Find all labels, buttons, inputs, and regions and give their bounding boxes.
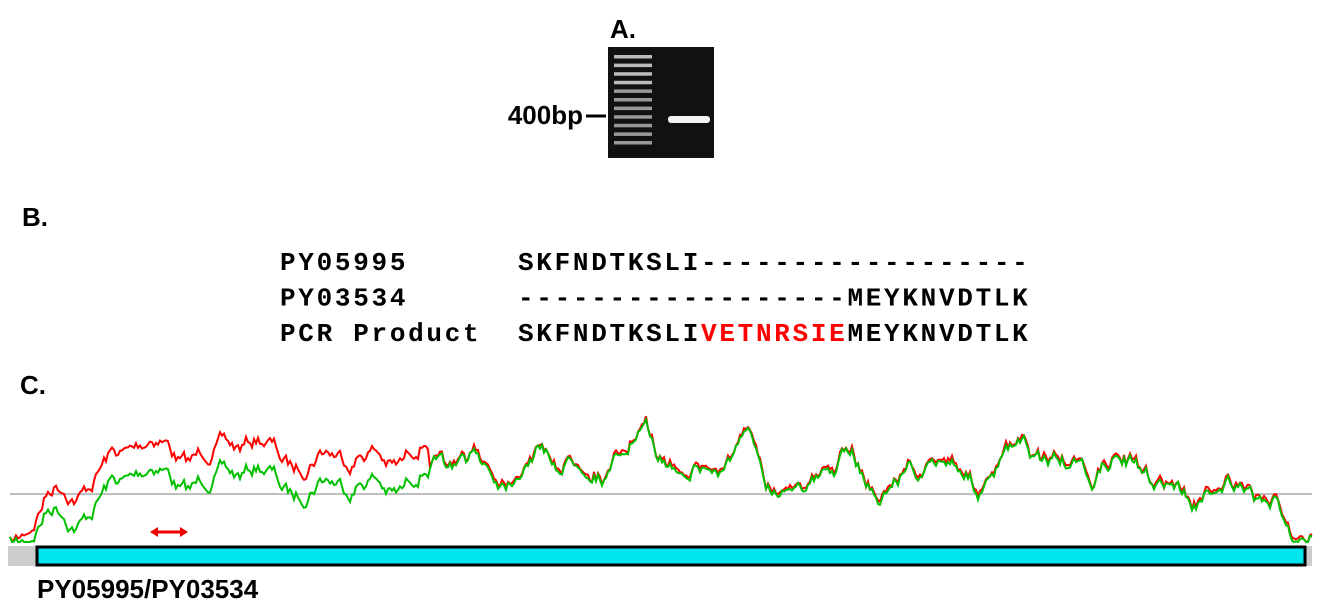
ladder-band [614, 106, 652, 111]
sequence: ------------------MEYKNVDTLK [518, 284, 1030, 314]
ladder-band [614, 72, 652, 76]
sequence: SKFNDTKSLIVETNRSIEMEYKNVDTLK [518, 319, 1030, 349]
ladder-band [614, 63, 652, 68]
sequence-name: PY05995 [280, 248, 408, 278]
ladder [614, 55, 652, 145]
sequence-segment: ------------------ [701, 248, 1030, 278]
sequence-segment: MEYKNVDTLK [847, 319, 1030, 349]
gene-bar [35, 545, 1307, 567]
size-marker: 400bp [508, 100, 583, 130]
ladder-band [614, 80, 652, 85]
ladder-band [614, 141, 652, 145]
traces [9, 415, 1313, 544]
ladder-band [614, 98, 652, 102]
ladder-band [614, 89, 652, 93]
trace-red [9, 415, 1313, 543]
alignment: PY05995 SKFNDTKSLI------------------PY035… [280, 248, 1030, 349]
ladder-band [614, 123, 652, 128]
gel-band [668, 116, 710, 123]
panel-label: A. [610, 14, 636, 44]
arrow-head [180, 527, 188, 537]
sequence-segment: VETNRSIE [701, 319, 847, 349]
sequence-segment: SKFNDTKSLI [518, 248, 701, 278]
arrow-head [150, 527, 158, 537]
sequence-name: PCR Product [280, 319, 481, 349]
panel-label: C. [20, 370, 46, 400]
caption: PY05995/PY03534 [37, 574, 259, 603]
panel-label: B. [22, 202, 48, 232]
sequence-segment: MEYKNVDTLK [847, 284, 1030, 314]
ladder-band [614, 55, 652, 59]
ladder-band [614, 115, 652, 119]
sequence-segment: ------------------ [518, 284, 847, 314]
sequence-segment: SKFNDTKSLI [518, 319, 701, 349]
trace-green [9, 416, 1313, 544]
ladder-band [614, 132, 652, 136]
sequence-name: PY03534 [280, 284, 408, 314]
sequence: SKFNDTKSLI------------------ [518, 248, 1030, 278]
